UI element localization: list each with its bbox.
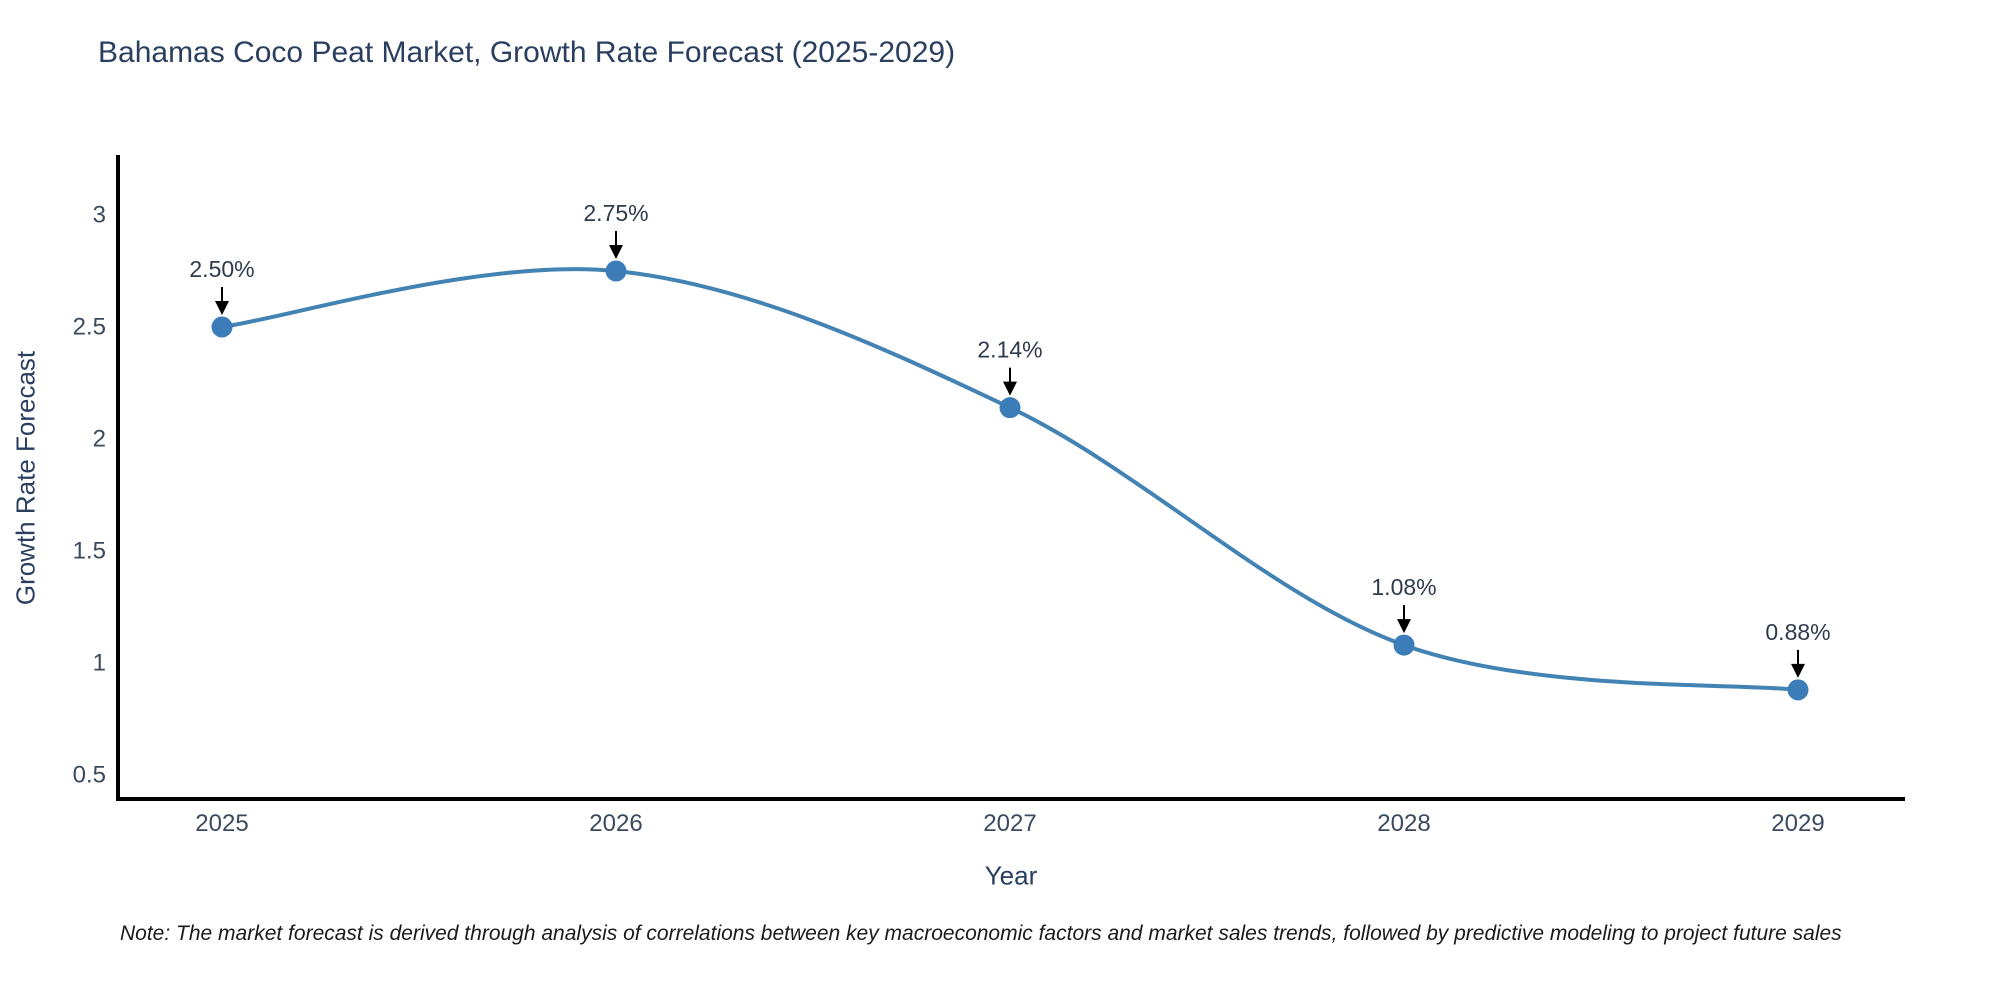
y-tick-label: 3 [93, 202, 106, 229]
annotation-arrowhead [1003, 381, 1017, 396]
y-tick-label: 0.5 [73, 762, 106, 789]
x-tick-label: 2028 [1377, 810, 1430, 837]
data-point-marker [1393, 634, 1415, 656]
y-tick-label: 1 [93, 650, 106, 677]
annotation-arrowhead [1791, 663, 1805, 678]
x-tick-label: 2025 [195, 810, 248, 837]
y-tick-label: 1.5 [73, 538, 106, 565]
data-point-marker [999, 397, 1021, 419]
data-point-marker [605, 260, 627, 282]
point-annotation-label: 2.50% [189, 256, 254, 282]
trend-line [220, 267, 1800, 692]
point-annotation-label: 2.14% [977, 337, 1042, 363]
y-axis-title: Growth Rate Forecast [10, 350, 41, 606]
footnote: Note: The market forecast is derived thr… [120, 922, 1842, 945]
annotation-arrowhead [215, 301, 229, 315]
x-tick-label: 2027 [983, 810, 1036, 837]
x-tick-label: 2029 [1771, 810, 1824, 837]
x-tick-label: 2026 [589, 810, 642, 837]
data-point-marker [1787, 679, 1809, 701]
point-annotation-label: 1.08% [1371, 574, 1436, 600]
x-axis-title: Year [984, 860, 1038, 891]
axis-spines [116, 155, 1905, 801]
chart-title: Bahamas Coco Peat Market, Growth Rate Fo… [98, 36, 956, 69]
point-annotation-label: 0.88% [1765, 619, 1830, 645]
annotation-arrowhead [1397, 619, 1411, 634]
y-tick-label: 2 [93, 426, 106, 453]
annotation-arrowhead [609, 245, 623, 259]
y-tick-label: 2.5 [73, 314, 106, 341]
data-point-marker [211, 316, 233, 338]
point-annotation-label: 2.75% [583, 200, 648, 226]
